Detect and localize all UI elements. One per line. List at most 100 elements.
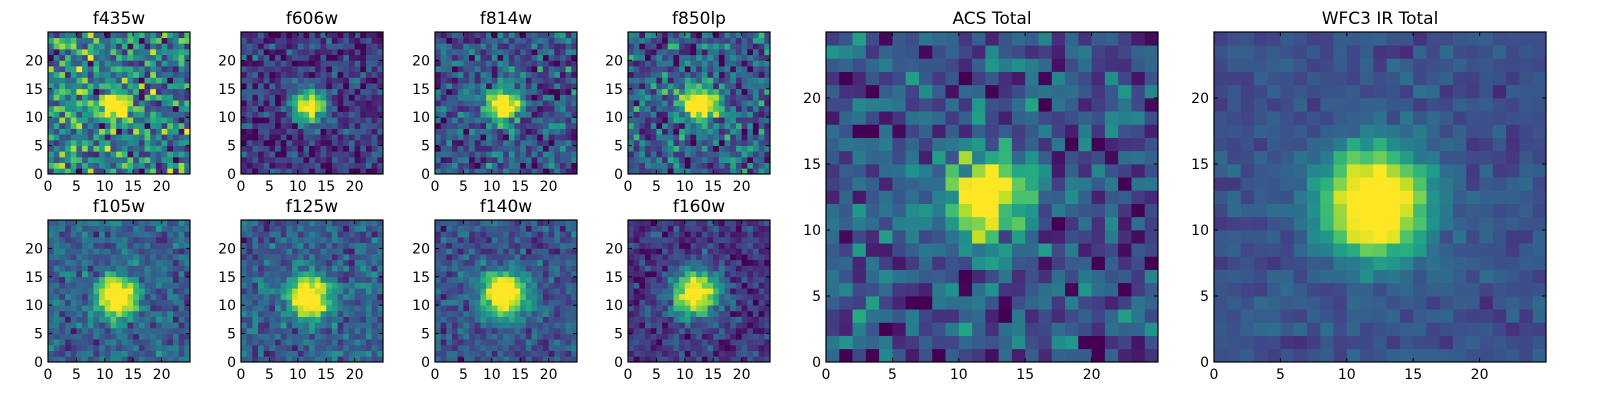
heatmap-cell — [446, 88, 453, 95]
heatmap-cell — [764, 77, 771, 84]
heatmap-cell — [371, 139, 378, 146]
heatmap-cell — [280, 310, 287, 317]
heatmap-cell — [53, 145, 60, 152]
heatmap-cell — [144, 220, 151, 227]
heatmap-cell — [548, 356, 555, 363]
heatmap-cell — [286, 122, 293, 129]
heatmap-cell — [70, 156, 77, 163]
heatmap-cell — [155, 254, 162, 261]
heatmap-cell — [48, 231, 55, 238]
heatmap-cell — [82, 288, 89, 295]
heatmap-cell — [172, 344, 179, 351]
heatmap-cell — [155, 60, 162, 67]
heatmap-cell — [292, 162, 299, 169]
heatmap-cell — [559, 225, 566, 232]
heatmap-cell — [730, 305, 737, 312]
heatmap-cell — [99, 100, 106, 107]
heatmap-cell — [121, 327, 128, 334]
heatmap-cell — [377, 333, 384, 340]
heatmap-cell — [246, 237, 253, 244]
heatmap-cell — [724, 105, 731, 112]
heatmap-cell — [337, 327, 344, 334]
heatmap-cell — [269, 128, 276, 135]
heatmap-cell — [348, 66, 355, 73]
heatmap-cell — [104, 88, 111, 95]
heatmap-cell — [59, 94, 66, 101]
heatmap-cell — [559, 356, 566, 363]
heatmap-cell — [520, 299, 527, 306]
heatmap-cell — [537, 37, 544, 44]
heatmap-cell — [127, 168, 134, 175]
heatmap-cell — [337, 128, 344, 135]
heatmap-cell — [696, 333, 703, 340]
heatmap-cell — [48, 100, 55, 107]
heatmap-cell — [121, 145, 128, 152]
heatmap-cell — [65, 71, 72, 78]
heatmap-cell — [673, 122, 680, 129]
heatmap-cell — [486, 271, 493, 278]
heatmap-cell — [314, 66, 321, 73]
heatmap-cell — [548, 327, 555, 334]
heatmap-cell — [537, 248, 544, 255]
heatmap-cell — [104, 139, 111, 146]
y-tick-label: 15 — [605, 82, 623, 98]
heatmap-cell — [690, 282, 697, 289]
heatmap-cell — [491, 128, 498, 135]
heatmap-cell — [343, 105, 350, 112]
heatmap-cell — [82, 60, 89, 67]
heatmap-cell — [696, 162, 703, 169]
heatmap-cell — [144, 248, 151, 255]
heatmap-cell — [633, 77, 640, 84]
heatmap-cell — [503, 231, 510, 238]
heatmap-cell — [104, 322, 111, 329]
heatmap-cell — [70, 94, 77, 101]
y-tick-label: 10 — [25, 298, 43, 314]
heatmap-cell — [292, 299, 299, 306]
heatmap-cell — [446, 77, 453, 84]
panel-title: f435w — [93, 9, 145, 29]
heatmap-cell — [292, 282, 299, 289]
heatmap-cell — [280, 299, 287, 306]
heatmap-cell — [116, 225, 123, 232]
heatmap-cell — [758, 333, 765, 340]
heatmap-cell — [326, 168, 333, 175]
heatmap-cell — [320, 83, 327, 90]
heatmap-cell — [354, 94, 361, 101]
heatmap-cell — [258, 83, 265, 90]
heatmap-cell — [537, 111, 544, 118]
heatmap-cell — [735, 83, 742, 90]
heatmap-cell — [314, 242, 321, 249]
heatmap-cell — [309, 339, 316, 346]
heatmap-cell — [178, 145, 185, 152]
heatmap-cell — [348, 299, 355, 306]
heatmap-cell — [650, 327, 657, 334]
heatmap-cell — [48, 54, 55, 61]
heatmap-cell — [565, 66, 572, 73]
heatmap-cell — [474, 316, 481, 323]
heatmap-cell — [542, 310, 549, 317]
heatmap-cell — [252, 299, 259, 306]
heatmap-cell — [303, 151, 310, 158]
x-tick-label: 10 — [676, 179, 694, 195]
heatmap-cell — [297, 248, 304, 255]
heatmap-cell — [741, 299, 748, 306]
heatmap-cell — [503, 77, 510, 84]
heatmap-cell — [452, 339, 459, 346]
heatmap-cell — [701, 71, 708, 78]
heatmap-cell — [690, 71, 697, 78]
heatmap-cell — [241, 293, 248, 300]
heatmap-cell — [87, 49, 94, 56]
heatmap-cell — [292, 32, 299, 39]
heatmap-cell — [138, 162, 145, 169]
heatmap-cell — [178, 128, 185, 135]
heatmap-cell — [53, 322, 60, 329]
heatmap-cell — [474, 344, 481, 351]
heatmap-cell — [337, 54, 344, 61]
heatmap-cell — [639, 105, 646, 112]
heatmap-cell — [82, 259, 89, 266]
heatmap-cell — [667, 282, 674, 289]
heatmap-cell — [696, 344, 703, 351]
heatmap-cell — [730, 145, 737, 152]
heatmap-cell — [542, 162, 549, 169]
heatmap-cell — [571, 128, 578, 135]
